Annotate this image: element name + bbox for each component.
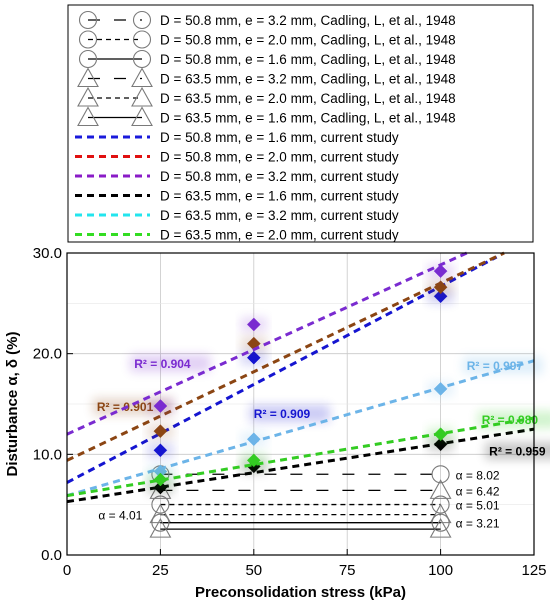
reference-circle-marker bbox=[151, 495, 170, 514]
data-point bbox=[246, 453, 261, 468]
legend-triangle-marker bbox=[77, 106, 99, 127]
legend-label: D = 50.8 mm, e = 3.2 mm, current study bbox=[160, 169, 399, 184]
reference-label: α = 5.01 bbox=[456, 499, 500, 513]
x-tick-label: 75 bbox=[339, 562, 356, 579]
y-tick-label: 0.0 bbox=[41, 547, 62, 564]
r2-label: R² = 0.997 bbox=[467, 359, 524, 373]
r2-label: R² = 0.980 bbox=[482, 413, 539, 427]
legend-label: D = 50.8 mm, e = 3.2 mm, Cadling, L, et … bbox=[160, 13, 456, 28]
legend-item: D = 50.8 mm, e = 2.0 mm, current study bbox=[75, 150, 399, 165]
legend-item: D = 63.5 mm, e = 2.0 mm, Cadling, L, et … bbox=[77, 86, 456, 107]
fit-line bbox=[66, 416, 535, 498]
legend-item: D = 50.8 mm, e = 3.2 mm, Cadling, L, et … bbox=[78, 10, 456, 30]
legend-label: D = 50.8 mm, e = 2.0 mm, Cadling, L, et … bbox=[160, 33, 456, 48]
data-point bbox=[153, 399, 168, 413]
legend-label: D = 50.8 mm, e = 1.6 mm, Cadling, L, et … bbox=[160, 52, 456, 67]
reference-circle-marker bbox=[431, 495, 450, 514]
legend-circle-marker bbox=[78, 10, 98, 30]
legend-item: D = 63.5 mm, e = 3.2 mm, Cadling, L, et … bbox=[77, 67, 456, 88]
fit-line bbox=[66, 359, 535, 498]
data-point bbox=[433, 264, 448, 278]
legend-frame bbox=[67, 4, 534, 243]
legend-item: D = 50.8 mm, e = 1.6 mm, Cadling, L, et … bbox=[78, 49, 456, 69]
fit-line bbox=[66, 427, 535, 504]
legend-label: D = 63.5 mm, e = 2.0 mm, current study bbox=[160, 228, 399, 243]
y-tick-label: 30.0 bbox=[33, 245, 62, 262]
legend-label: D = 63.5 mm, e = 3.2 mm, Cadling, L, et … bbox=[160, 72, 456, 87]
data-point bbox=[433, 280, 448, 295]
legend-item: D = 63.5 mm, e = 2.0 mm, current study bbox=[75, 228, 399, 243]
legend-triangle-marker bbox=[131, 106, 153, 127]
x-tick-label: 125 bbox=[521, 562, 546, 579]
reference-lines: α = 8.02 α = 6.42α = 5.01 α = 4.01 α = 3.21 bbox=[98, 465, 500, 538]
x-tick-label: 100 bbox=[428, 562, 453, 579]
data-point bbox=[246, 317, 261, 332]
reference-circle-marker bbox=[431, 513, 450, 532]
legend-item: D = 50.8 mm, e = 2.0 mm, Cadling, L, et … bbox=[78, 30, 456, 49]
plot-area: α = 8.02 α = 6.42α = 5.01 α = 4.01 α = 3.21… bbox=[4, 245, 550, 601]
r2-label-highlight bbox=[249, 405, 330, 423]
data-point bbox=[246, 432, 261, 447]
legend-circle-marker bbox=[132, 10, 152, 30]
r2-label: R² = 0.909 bbox=[254, 407, 311, 421]
legend-circle-marker bbox=[132, 30, 152, 49]
x-tick-label: 0 bbox=[63, 562, 71, 579]
r2-label-highlight bbox=[130, 354, 211, 372]
legend-label: D = 63.5 mm, e = 2.0 mm, Cadling, L, et … bbox=[160, 91, 456, 106]
data-point bbox=[433, 382, 448, 396]
r2-label-highlight bbox=[462, 356, 543, 374]
series: R² = 0.904 bbox=[66, 251, 468, 436]
legend-item: D = 63.5 mm, e = 1.6 mm, current study bbox=[75, 189, 399, 204]
data-point bbox=[433, 427, 448, 442]
r2-label: R² = 0.904 bbox=[134, 357, 191, 371]
reference-label: α = 4.01 bbox=[98, 509, 142, 523]
series: R² = 0.909 bbox=[66, 255, 498, 484]
legend-label: D = 63.5 mm, e = 1.6 mm, current study bbox=[160, 189, 399, 204]
reference-label: α = 6.42 bbox=[456, 484, 500, 498]
legend-label: D = 50.8 mm, e = 2.0 mm, current study bbox=[160, 150, 399, 165]
r2-label-highlight bbox=[477, 411, 550, 429]
legend-item: D = 50.8 mm, e = 3.2 mm, current study bbox=[75, 169, 399, 184]
reference-triangle-marker bbox=[429, 517, 452, 538]
reference-triangle-marker bbox=[429, 479, 452, 499]
legend-item: D = 50.8 mm, e = 1.6 mm, current study bbox=[75, 130, 399, 145]
axes-frame bbox=[66, 252, 535, 556]
legend-label: D = 50.8 mm, e = 1.6 mm, current study bbox=[160, 130, 399, 145]
x-tick-label: 25 bbox=[152, 562, 169, 579]
fit-line bbox=[66, 251, 468, 436]
y-axis-label: Disturbance α, δ (%) bbox=[4, 331, 21, 476]
data-point bbox=[153, 472, 168, 487]
y-tick-label: 20.0 bbox=[33, 346, 62, 363]
reference-label: α = 8.02 bbox=[456, 468, 500, 482]
fit-line bbox=[66, 255, 498, 484]
reference-label: α = 3.21 bbox=[456, 517, 500, 531]
reference-line: α = 5.01 bbox=[151, 495, 500, 514]
reference-circle-marker bbox=[431, 465, 450, 484]
legend-label: D = 63.5 mm, e = 3.2 mm, current study bbox=[160, 208, 399, 223]
reference-line bbox=[149, 517, 452, 538]
legend-item: D = 63.5 mm, e = 3.2 mm, current study bbox=[75, 208, 399, 223]
legend-circle-marker bbox=[78, 30, 98, 49]
y-tick-label: 10.0 bbox=[33, 446, 62, 463]
fit-line bbox=[66, 251, 505, 462]
data-point bbox=[153, 424, 168, 439]
legend-label: D = 63.5 mm, e = 1.6 mm, Cadling, L, et … bbox=[160, 111, 456, 126]
data-point bbox=[246, 350, 261, 365]
legend-triangle-marker bbox=[131, 67, 153, 88]
series: R² = 0.980 bbox=[66, 411, 550, 498]
legend: D = 50.8 mm, e = 3.2 mm, Cadling, L, et … bbox=[67, 4, 534, 243]
reference-line: α = 3.21 bbox=[151, 513, 500, 532]
data-point bbox=[153, 443, 168, 458]
legend-triangle-marker bbox=[77, 67, 99, 88]
reference-circle-marker bbox=[151, 513, 170, 532]
reference-triangle-marker bbox=[149, 517, 172, 538]
x-tick-label: 50 bbox=[245, 562, 262, 579]
r2-label: R² = 0.959 bbox=[489, 444, 546, 458]
legend-item: D = 63.5 mm, e = 1.6 mm, Cadling, L, et … bbox=[77, 106, 456, 127]
x-axis-label: Preconsolidation stress (kPa) bbox=[195, 584, 406, 601]
legend-triangle-marker bbox=[77, 86, 99, 107]
legend-triangle-marker bbox=[131, 86, 153, 107]
